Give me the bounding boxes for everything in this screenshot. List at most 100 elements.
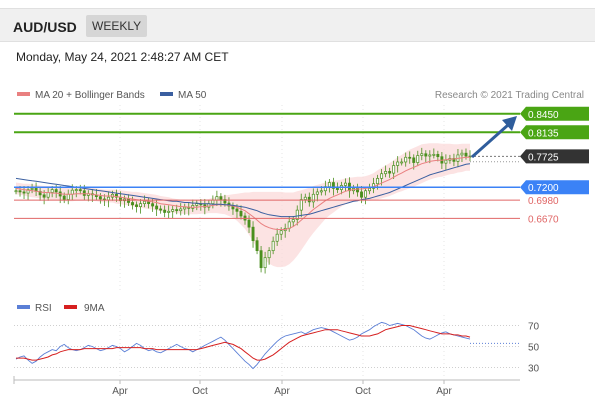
candle-body-94 xyxy=(392,165,396,174)
candle-body-56 xyxy=(239,210,243,217)
candle-body-76 xyxy=(319,190,323,193)
forecast-arrow-head xyxy=(502,116,517,131)
candle-body-97 xyxy=(404,156,408,163)
candle-body-100 xyxy=(416,155,420,163)
candle-body-101 xyxy=(420,153,424,156)
price-levels: 0.8450 0.8135 0.7725 0.7200 0.6980 0.6670 xyxy=(14,106,589,225)
legend-ma20-swatch xyxy=(17,92,30,96)
candle-body-17 xyxy=(82,190,86,196)
candle-body-35 xyxy=(155,205,159,210)
ma20-line xyxy=(15,156,470,230)
candle-body-98 xyxy=(408,156,412,159)
candle-body-9 xyxy=(50,189,54,193)
candle-body-72 xyxy=(303,196,307,200)
candle-body-40 xyxy=(175,209,179,212)
legend-ma50-label: MA 50 xyxy=(178,90,207,101)
candle-body-103 xyxy=(428,154,432,157)
legend-9ma-swatch xyxy=(64,305,77,309)
candle-body-88 xyxy=(368,188,372,192)
legend-rsi-label: RSI xyxy=(35,303,52,314)
candle-body-42 xyxy=(183,206,187,210)
candle-body-58 xyxy=(247,219,251,228)
header-bar: AUD/USD WEEKLY xyxy=(0,8,595,42)
candle-body-90 xyxy=(376,178,380,185)
candle-body-73 xyxy=(307,196,311,203)
bollinger-band xyxy=(16,143,470,268)
candle-body-3 xyxy=(26,189,30,194)
candle-body-64 xyxy=(271,240,275,252)
candle-body-25 xyxy=(114,193,118,198)
candle-body-62 xyxy=(263,257,267,269)
candle-body-30 xyxy=(135,204,138,207)
legend-ma20-label: MA 20 + Bollinger Bands xyxy=(35,90,145,101)
candle-body-13 xyxy=(66,193,70,200)
candle-body-63 xyxy=(267,250,271,259)
candle-body-109 xyxy=(452,158,456,162)
timestamp: Monday, May 24, 2021 2:48:27 AM CET xyxy=(16,50,229,64)
candle-body-79 xyxy=(331,182,335,189)
level-tag-0.8450 xyxy=(520,106,589,121)
x-tick-label-3: Oct xyxy=(355,386,371,397)
candle-body-8 xyxy=(46,192,50,198)
candle-body-50 xyxy=(215,196,219,201)
level-label-0.7725: 0.7725 xyxy=(528,152,559,163)
candle-body-99 xyxy=(412,157,416,163)
candle-body-12 xyxy=(62,195,66,200)
x-tick-label-4: Apr xyxy=(436,386,452,397)
candle-body-75 xyxy=(315,191,319,195)
candle-body-85 xyxy=(356,188,359,193)
candle-body-39 xyxy=(171,209,175,212)
candle-body-55 xyxy=(235,208,239,212)
x-axis: Apr Oct Apr Oct Apr xyxy=(13,376,520,397)
candle-body-21 xyxy=(98,196,102,200)
rsi-tick-50: 50 xyxy=(528,343,540,354)
candle-body-1 xyxy=(18,190,22,193)
x-tick-label-0: Apr xyxy=(112,386,128,397)
candle-body-10 xyxy=(54,189,58,193)
candle-body-6 xyxy=(38,190,42,196)
candle-body-86 xyxy=(360,191,363,198)
candle-body-15 xyxy=(74,189,78,191)
candle-body-7 xyxy=(42,194,46,198)
legend-ma50-swatch xyxy=(160,92,173,96)
candle-body-66 xyxy=(279,230,283,235)
candle-body-93 xyxy=(388,171,392,174)
candle-body-61 xyxy=(259,250,263,269)
candle-body-59 xyxy=(251,226,255,242)
candle-body-14 xyxy=(70,189,74,195)
candle-body-107 xyxy=(444,159,448,164)
level-tag-0.8135 xyxy=(520,125,589,140)
credit-text: Research © 2021 Trading Central xyxy=(435,90,584,101)
instrument-title: AUD/USD xyxy=(13,19,77,35)
candle-body-82 xyxy=(344,182,347,186)
candle-body-2 xyxy=(22,191,26,194)
forecast-arrow-shaft xyxy=(471,123,509,159)
candle-body-112 xyxy=(464,152,468,157)
candle-body-71 xyxy=(299,199,303,211)
candle-body-78 xyxy=(327,182,331,187)
candle-body-104 xyxy=(432,153,436,156)
candle-body-28 xyxy=(127,198,130,203)
level-label-0.8450: 0.8450 xyxy=(528,110,559,121)
rsi-line xyxy=(15,321,471,370)
rsi-tick-30: 30 xyxy=(528,364,540,375)
candle-body-80 xyxy=(335,188,339,190)
candle-body-36 xyxy=(159,208,163,211)
candle-body-38 xyxy=(167,210,171,213)
candle-body-105 xyxy=(436,153,440,158)
candle-body-4 xyxy=(30,188,34,190)
candle-body-69 xyxy=(291,219,295,223)
rsi-plot: 70 50 30 xyxy=(14,315,540,378)
level-label-0.7200: 0.7200 xyxy=(528,183,559,194)
candle-body-41 xyxy=(179,208,183,212)
candle-body-52 xyxy=(223,199,227,204)
candle-body-74 xyxy=(311,193,315,203)
rsi-tick-70: 70 xyxy=(528,322,540,333)
legend-rsi-swatch xyxy=(17,305,30,309)
level-tag-0.7725 xyxy=(520,149,589,164)
level-label-0.6980: 0.6980 xyxy=(528,196,559,207)
candle-body-87 xyxy=(364,190,367,198)
period-badge[interactable]: WEEKLY xyxy=(86,15,148,37)
